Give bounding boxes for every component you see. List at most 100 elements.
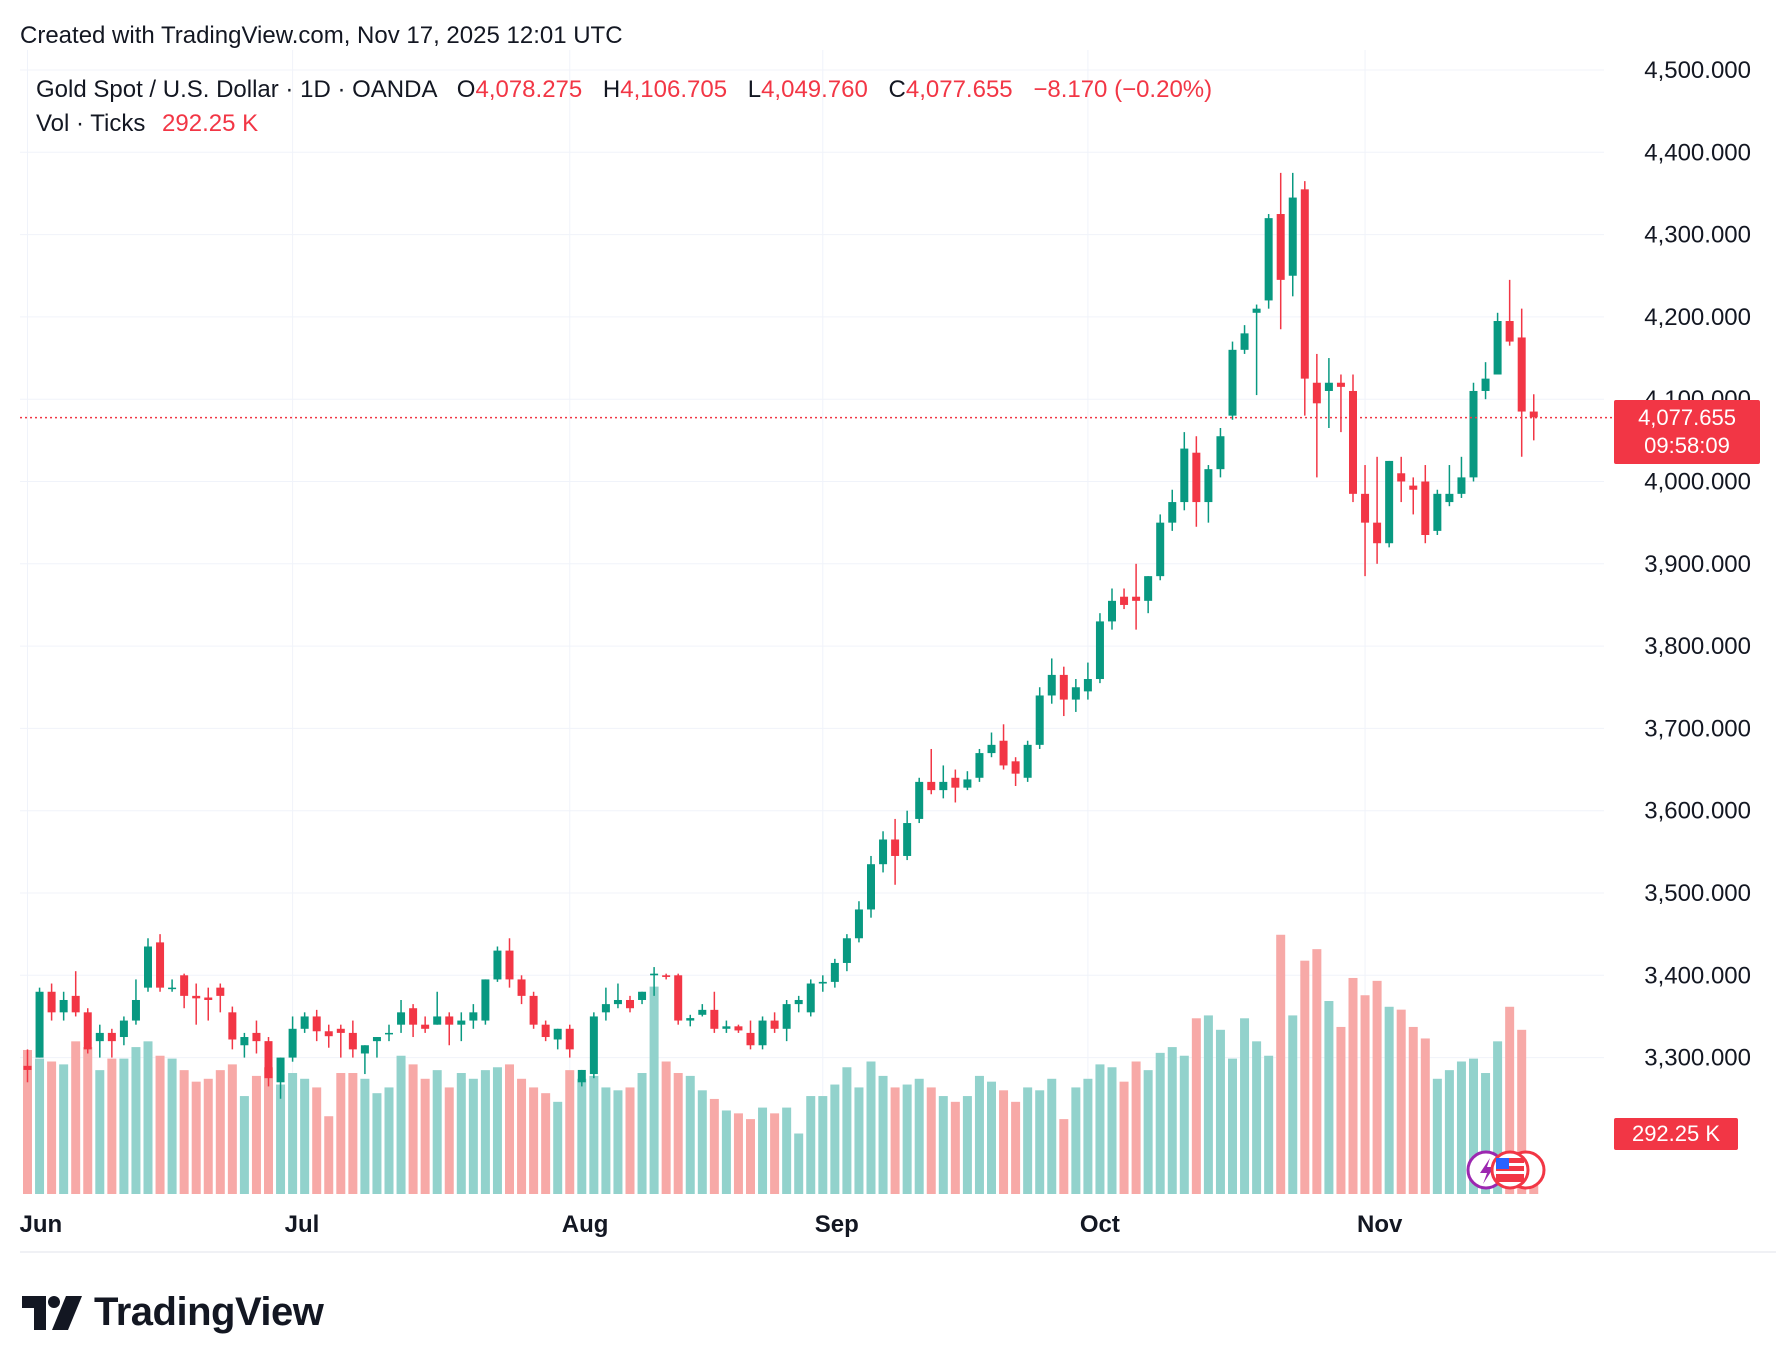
- volume-label[interactable]: Vol · Ticks: [36, 110, 146, 137]
- volume-bar: [962, 1096, 972, 1194]
- tradingview-logo[interactable]: TradingView: [22, 1290, 324, 1335]
- candle-body: [457, 1020, 466, 1025]
- volume-bar: [1456, 1061, 1466, 1194]
- candle-body: [758, 1020, 767, 1046]
- candle-body: [469, 1012, 478, 1021]
- volume-bar: [288, 1073, 298, 1194]
- candle-body: [348, 1032, 357, 1050]
- volume-bar: [806, 1096, 816, 1194]
- volume-bar: [649, 986, 659, 1194]
- candle-body: [1276, 214, 1285, 280]
- volume-bar: [517, 1078, 527, 1194]
- y-axis-labels: 4,500.0004,400.0004,300.0004,200.0004,10…: [1644, 57, 1751, 1072]
- candle-body: [565, 1028, 574, 1050]
- flag-canton: [1496, 1158, 1509, 1169]
- candle-body: [1385, 460, 1394, 544]
- volume-bar: [999, 1090, 1009, 1194]
- candle-body: [1156, 522, 1165, 577]
- volume-bar: [1252, 1041, 1262, 1194]
- candle-body: [626, 999, 634, 1009]
- candle-body: [1204, 469, 1213, 503]
- candle-body: [481, 979, 490, 1021]
- volume-bar: [914, 1078, 924, 1194]
- volume-bar: [758, 1107, 768, 1194]
- event-markers[interactable]: [1466, 1150, 1546, 1190]
- volume-bar: [1372, 980, 1382, 1194]
- candle-body: [71, 995, 80, 1013]
- legend-ohlc: Gold Spot / U.S. Dollar · 1D · OANDA O 4,…: [36, 76, 1212, 104]
- candle-body: [782, 1004, 791, 1029]
- volume-bar: [1191, 1018, 1201, 1194]
- candle-body: [601, 1004, 610, 1013]
- candle-body: [867, 864, 875, 910]
- candle-body: [1288, 197, 1297, 276]
- volume-bar: [1288, 1015, 1298, 1194]
- volume-bar: [637, 1073, 647, 1194]
- open-label: O: [456, 76, 476, 103]
- candle-body: [168, 987, 177, 990]
- candle-body: [180, 975, 189, 996]
- candle-body: [927, 781, 936, 791]
- candle-body: [987, 744, 996, 754]
- volume-bar: [770, 1113, 780, 1194]
- volume-bar: [661, 1061, 671, 1194]
- candle-body: [746, 1032, 755, 1046]
- candle-body: [1228, 349, 1237, 416]
- high-value: 4,106.705: [620, 76, 728, 103]
- low-value: 4,049.760: [761, 76, 868, 103]
- y-tick-label: 4,300.000: [1644, 222, 1751, 249]
- volume-bar: [1276, 934, 1286, 1194]
- volume-bar: [179, 1070, 189, 1194]
- volume-bar: [1469, 1058, 1478, 1194]
- candle-body: [1336, 382, 1345, 387]
- volume-bar: [372, 1093, 382, 1194]
- volume-bars: [23, 934, 1539, 1194]
- candle-body: [397, 1012, 406, 1025]
- candle-body: [577, 1069, 586, 1083]
- candle-body: [1144, 576, 1153, 601]
- candle-body: [1361, 493, 1370, 523]
- volume-bar: [1517, 1029, 1527, 1194]
- candle-body: [1433, 493, 1442, 531]
- x-tick-label: Jun: [20, 1211, 63, 1238]
- candle-body: [734, 1026, 743, 1031]
- candle-body: [1240, 333, 1249, 350]
- volume-bar: [1071, 1087, 1081, 1194]
- candle-body: [1132, 596, 1141, 601]
- candle-body: [1529, 411, 1538, 418]
- candle-body: [891, 839, 900, 856]
- volume-bar: [613, 1090, 623, 1194]
- x-axis-labels: Jun Jul Aug Sep Oct Nov: [20, 1211, 1404, 1238]
- candle-body: [1373, 522, 1382, 544]
- volume-bar: [35, 1058, 45, 1194]
- volume-bar: [1312, 949, 1322, 1194]
- candle-body: [1023, 744, 1032, 778]
- volume-bar: [83, 1047, 93, 1194]
- candle-body: [240, 1037, 249, 1046]
- y-tick-label: 4,000.000: [1644, 469, 1751, 496]
- candle-body: [385, 1032, 393, 1035]
- candle-body: [1168, 502, 1177, 523]
- candle-body: [686, 1018, 695, 1021]
- candle-body: [1083, 679, 1092, 692]
- symbol-title[interactable]: Gold Spot / U.S. Dollar · 1D · OANDA: [36, 76, 437, 103]
- candle-body: [409, 1008, 418, 1025]
- volume-bar: [1203, 1015, 1213, 1194]
- candle-body: [1324, 382, 1333, 391]
- close-label: C: [888, 76, 906, 103]
- volume-bar: [1119, 1081, 1129, 1194]
- candle-body: [1192, 452, 1201, 503]
- volume-bar: [529, 1087, 539, 1194]
- candle-body: [1493, 321, 1502, 375]
- volume-bar: [902, 1084, 912, 1194]
- volume-bar: [1432, 1078, 1442, 1194]
- candle-body: [1071, 687, 1080, 700]
- tradingview-logo-icon: [22, 1295, 82, 1330]
- volume-bar: [830, 1084, 840, 1194]
- volume-bar: [890, 1087, 900, 1194]
- volume-bar: [746, 1119, 755, 1194]
- candle-body: [915, 781, 924, 819]
- close-value: 4,077.655: [905, 76, 1013, 103]
- volume-value: 292.25 K: [162, 110, 259, 137]
